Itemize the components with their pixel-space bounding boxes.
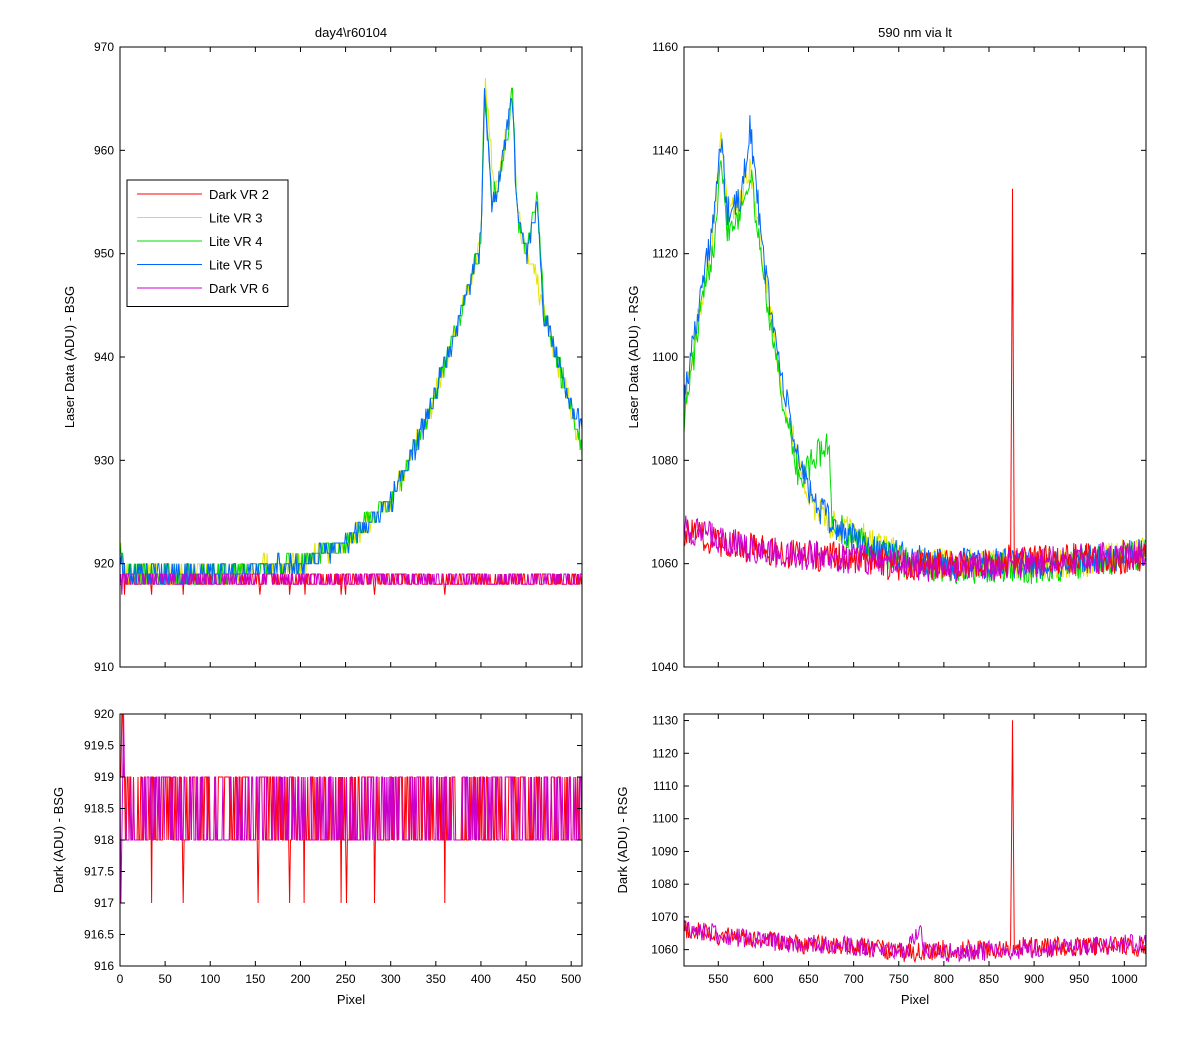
x-axis-label: Pixel [901, 992, 929, 1007]
series-group [684, 720, 1146, 964]
legend: Dark VR 2 Lite VR 3 Lite VR 4 Lite VR 5 Dark… [126, 179, 289, 307]
x-tick-label: 550 [708, 972, 728, 986]
chart-top-left: 910 920 930 940 950 960 970 day4\r60104 Laser Da… [62, 25, 583, 674]
y-tick-label: 918.5 [84, 802, 114, 816]
y-tick-label: 920 [94, 557, 114, 571]
series-dark-vr-2 [684, 720, 1146, 964]
y-tick-label: 916.5 [84, 928, 114, 942]
series-dark-vr-2 [684, 188, 1146, 581]
y-tick-label: 1070 [651, 910, 678, 924]
series-group [120, 714, 582, 904]
x-tick-label: 350 [426, 972, 446, 986]
legend-entry: Lite VR 3 [209, 211, 262, 226]
y-axis-label: Dark (ADU) - RSG [615, 787, 630, 894]
x-tick-label: 600 [753, 972, 773, 986]
x-tick-label: 900 [1024, 972, 1044, 986]
y-tick-label: 940 [94, 350, 114, 364]
series-lite-vr-3 [684, 131, 1146, 580]
y-tick-label: 1090 [651, 844, 678, 858]
y-tick-label: 1080 [651, 877, 678, 891]
x-tick-label: 100 [200, 972, 220, 986]
y-tick-label: 1160 [652, 40, 678, 54]
legend-entry: Lite VR 4 [209, 234, 262, 249]
series-group [684, 115, 1146, 585]
chart-bottom-right: 1060 1070 1080 1090 1100 1110 1120 1130 550 600 65… [615, 713, 1147, 1007]
series-dark-vr-6 [120, 573, 582, 595]
x-tick-label: 150 [245, 972, 265, 986]
x-tick-label: 800 [934, 972, 954, 986]
y-tick-label: 960 [94, 143, 114, 157]
x-tick-label: 50 [158, 972, 172, 986]
legend-entry: Dark VR 2 [209, 187, 269, 202]
y-tick-label: 1040 [651, 660, 678, 674]
chart-bottom-left: 916 916.5 917 917.5 918 918.5 919 919.5 920 0 50 10… [51, 707, 583, 1007]
y-tick-label: 1100 [652, 812, 678, 826]
x-tick-label: 650 [799, 972, 819, 986]
y-tick-label: 910 [94, 660, 114, 674]
series-dark-vr-6 [120, 714, 582, 904]
y-tick-label: 1100 [652, 350, 678, 364]
y-tick-label: 1060 [651, 557, 678, 571]
x-axis-label: Pixel [337, 992, 365, 1007]
chart-title: 590 nm via lt [878, 25, 952, 40]
x-tick-label: 250 [336, 972, 356, 986]
y-tick-label: 930 [94, 453, 114, 467]
y-tick-label: 1120 [652, 247, 678, 261]
y-tick-label: 1140 [652, 143, 678, 157]
x-tick-label: 400 [471, 972, 491, 986]
series-dark-vr-6 [684, 920, 1146, 963]
y-tick-label: 916 [94, 959, 114, 973]
y-tick-label: 1080 [651, 453, 678, 467]
y-tick-label: 917 [94, 896, 114, 910]
y-tick-label: 918 [94, 833, 114, 847]
y-tick-label: 1130 [652, 714, 678, 728]
x-tick-label: 750 [889, 972, 909, 986]
y-tick-label: 1110 [653, 779, 678, 793]
legend-entry: Dark VR 6 [209, 281, 269, 296]
series-lite-vr-5 [120, 88, 582, 585]
legend-entry: Lite VR 5 [209, 258, 262, 273]
y-tick-label: 917.5 [84, 865, 114, 879]
x-tick-label: 450 [516, 972, 536, 986]
y-axis-label: Dark (ADU) - BSG [51, 787, 66, 893]
y-tick-label: 1120 [652, 746, 678, 760]
y-tick-label: 919.5 [84, 739, 114, 753]
series-lite-vr-4 [120, 87, 582, 585]
series-lite-vr-3 [120, 77, 582, 585]
chart-top-right: 1040 1060 1080 1100 1120 1140 1160 590 nm via l… [626, 25, 1147, 674]
y-tick-label: 1060 [651, 943, 678, 957]
x-tick-label: 300 [381, 972, 401, 986]
y-axis-label: Laser Data (ADU) - BSG [62, 286, 77, 428]
y-tick-label: 920 [94, 707, 114, 721]
x-tick-label: 950 [1069, 972, 1089, 986]
y-axis-label: Laser Data (ADU) - RSG [626, 285, 641, 428]
y-tick-label: 970 [94, 40, 114, 54]
chart-title: day4\r60104 [315, 25, 387, 40]
legend-box [126, 179, 289, 307]
x-tick-label: 200 [290, 972, 310, 986]
y-tick-label: 950 [94, 247, 114, 261]
x-tick-label: 1000 [1111, 972, 1138, 986]
x-tick-label: 850 [979, 972, 999, 986]
series-dark-vr-6 [684, 515, 1146, 582]
series-group [120, 77, 582, 595]
x-tick-label: 700 [844, 972, 864, 986]
x-tick-label: 500 [561, 972, 581, 986]
y-tick-label: 919 [94, 770, 114, 784]
axes-frame [683, 713, 1147, 967]
x-tick-label: 0 [117, 972, 124, 986]
series-lite-vr-4 [684, 160, 1146, 585]
